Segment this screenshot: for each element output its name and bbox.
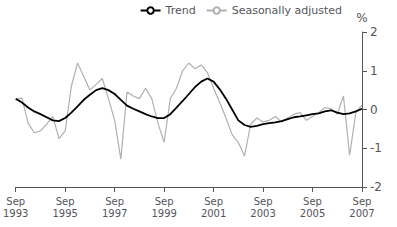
svg-text:1993: 1993 (3, 208, 28, 219)
svg-text:Sep: Sep (254, 196, 273, 207)
svg-text:-1: -1 (370, 141, 382, 155)
svg-text:Trend: Trend (165, 4, 196, 17)
svg-text:2003: 2003 (250, 208, 275, 219)
svg-text:Sep: Sep (6, 196, 25, 207)
svg-text:1999: 1999 (151, 208, 176, 219)
svg-text:1997: 1997 (102, 208, 127, 219)
svg-text:2001: 2001 (201, 208, 226, 219)
svg-text:0: 0 (370, 103, 378, 117)
svg-text:Sep: Sep (105, 196, 124, 207)
svg-text:Sep: Sep (56, 196, 75, 207)
svg-text:2007: 2007 (349, 208, 374, 219)
svg-text:2005: 2005 (300, 208, 325, 219)
svg-text:Sep: Sep (353, 196, 372, 207)
svg-text:Sep: Sep (204, 196, 223, 207)
svg-text:Sep: Sep (155, 196, 174, 207)
svg-text:Sep: Sep (303, 196, 322, 207)
svg-text:Seasonally adjusted: Seasonally adjusted (232, 4, 342, 17)
svg-text:1995: 1995 (52, 208, 77, 219)
svg-text:1: 1 (370, 64, 378, 78)
svg-text:2: 2 (370, 25, 378, 39)
svg-text:%: % (356, 11, 367, 25)
svg-text:-2: -2 (370, 180, 382, 194)
